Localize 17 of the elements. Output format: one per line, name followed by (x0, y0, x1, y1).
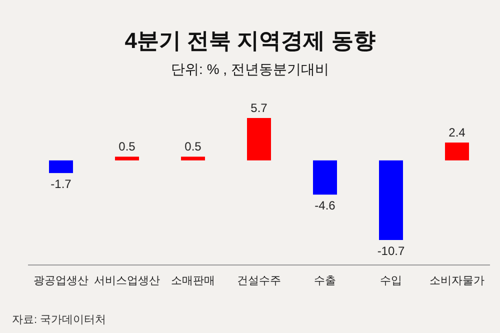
x-tick-label: 소비자물가 (430, 275, 484, 287)
data-label: 5.7 (250, 101, 268, 115)
data-label: -4.6 (314, 198, 336, 213)
x-tick-label: 서비스업생산 (94, 275, 160, 287)
data-label: 0.5 (118, 140, 136, 154)
data-label: 0.5 (184, 140, 202, 154)
chart-subtitle: 단위: % , 전년동분기대비 (171, 61, 329, 77)
x-tick-label: 건설수주 (237, 275, 281, 287)
data-label: 2.4 (448, 126, 466, 140)
chart-title: 4분기 전북 지역경제 동향 (124, 28, 376, 53)
data-label: -1.7 (50, 177, 72, 192)
x-tick-label: 수입 (380, 275, 402, 287)
x-tick-label: 소매판매 (171, 275, 215, 287)
x-tick-label: 수출 (314, 275, 336, 287)
text: 자료: 국가데이터처 (12, 314, 106, 326)
x-tick-label: 광공업생산 (34, 275, 88, 287)
data-label: -10.7 (377, 244, 405, 258)
